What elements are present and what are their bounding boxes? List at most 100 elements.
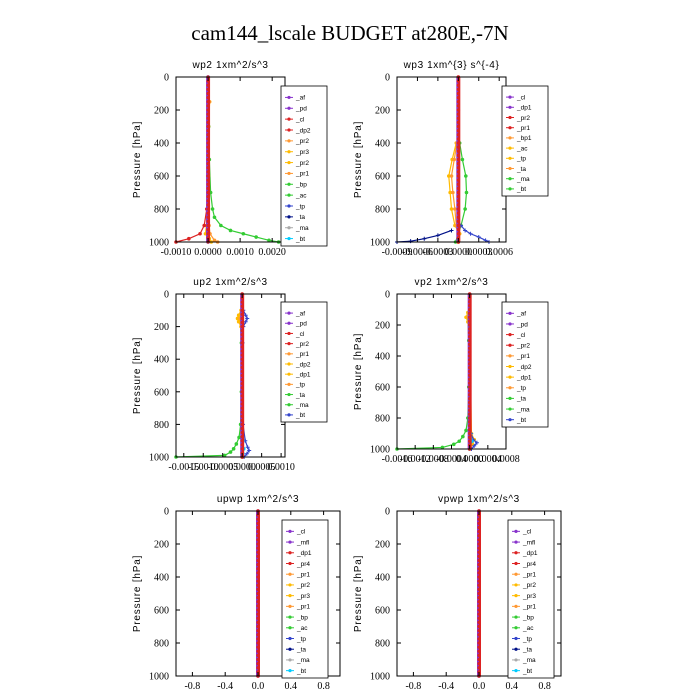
legend: _af _pd _cl _dp2 _pr2 _pr3 _pr2 _pr1 _bp _ac _tp _t…: [280, 85, 328, 247]
data-point: [451, 190, 455, 195]
data-point: [206, 166, 210, 170]
legend-marker: [514, 529, 518, 533]
data-point: [477, 517, 481, 521]
data-point: [240, 312, 244, 316]
legend-item: _pr1: [506, 125, 530, 132]
data-point: [456, 157, 460, 162]
legend-label: _ta: [522, 647, 532, 654]
y-axis-label: Pressure [hPa]: [353, 555, 364, 632]
x-tick-label: 0.0000: [456, 454, 484, 465]
legend-item: _tp: [285, 382, 305, 389]
data-point: [206, 87, 210, 91]
panel-title: up2 1xm^2/s^3: [193, 277, 267, 288]
data-point: [468, 408, 472, 412]
data-point: [240, 333, 244, 337]
data-point: [212, 238, 217, 243]
data-point: [456, 129, 460, 133]
data-point: [244, 451, 249, 456]
zero-profile-markers: [256, 509, 260, 678]
data-point: [222, 453, 227, 458]
series-pr1: [206, 99, 281, 244]
legend-item: _dp2: [285, 127, 311, 134]
legend-item: _ma: [285, 225, 309, 232]
data-point: [206, 157, 210, 162]
panel-vpwp: vpwp 1xm^2/s^3 Pressure [hPa] 0 200 400 600 80…: [353, 494, 562, 692]
data-point: [210, 207, 215, 211]
data-point: [256, 653, 260, 657]
series-cl: [174, 99, 211, 244]
data-point: [460, 157, 465, 162]
x-tick-label: -0.0016: [382, 454, 413, 465]
y-tick-label: 1000: [370, 672, 390, 683]
legend-marker: [514, 572, 518, 576]
series-line: [208, 101, 279, 243]
legend-marker: [508, 418, 512, 422]
plot-frame: [396, 293, 507, 450]
legend-item: _af: [285, 95, 305, 102]
legend-label: _bt: [522, 668, 532, 675]
legend-marker: [288, 647, 292, 651]
data-point: [477, 629, 481, 633]
y-tick-label: 0: [385, 290, 390, 301]
legend-marker: [514, 647, 518, 651]
data-point: [256, 629, 260, 633]
legend-label: _ma: [516, 406, 530, 413]
data-point: [468, 319, 472, 323]
data-point: [256, 546, 260, 550]
legend-label: _ta: [295, 214, 305, 221]
legend-item: _tp: [285, 203, 305, 210]
data-point: [256, 517, 260, 521]
legend-marker: [514, 658, 518, 662]
legend-box: [280, 85, 328, 247]
data-point: [456, 87, 460, 91]
x-tick-label: -0.0010: [188, 462, 219, 473]
data-point: [245, 445, 250, 450]
x-tick-label: 0.0000: [228, 462, 256, 473]
data-point: [456, 149, 460, 153]
y-tick-label: 200: [154, 322, 169, 333]
legend-label: _pr1: [516, 125, 530, 132]
legend-item: _ma: [512, 657, 536, 664]
legend-item: _dp1: [286, 550, 312, 557]
legend-marker: [508, 126, 512, 130]
data-point: [456, 219, 460, 223]
data-point: [477, 612, 481, 616]
legend-item: _pr4: [512, 561, 536, 568]
data-point: [468, 439, 472, 443]
legend-marker: [508, 146, 512, 150]
data-point: [256, 550, 260, 554]
data-point: [440, 445, 445, 450]
data-point: [256, 645, 260, 649]
legend-label: _pr1: [522, 604, 536, 611]
data-point: [456, 120, 460, 124]
legend-marker: [508, 166, 512, 171]
data-point: [448, 190, 452, 195]
legend-label: _tp: [516, 385, 526, 392]
y-tick-label: 1000: [149, 453, 169, 464]
data-point: [256, 579, 260, 583]
data-point: [468, 389, 472, 393]
data-point: [477, 591, 481, 596]
legend-label: _ta: [516, 166, 526, 173]
data-point: [435, 233, 440, 238]
data-point: [240, 426, 244, 431]
legend-item: _pr3: [512, 593, 536, 600]
legend-label: _ac: [516, 145, 528, 152]
data-point: [456, 186, 460, 190]
y-tick-label: 0: [164, 290, 169, 301]
data-point: [240, 300, 244, 304]
data-point: [456, 203, 460, 207]
data-point: [240, 402, 244, 406]
data-point: [240, 422, 244, 426]
data-point: [408, 239, 413, 244]
legend-marker: [508, 311, 512, 315]
legend-item: _pr2: [285, 138, 309, 145]
legend-marker: [288, 583, 292, 587]
data-point: [456, 178, 460, 182]
data-point: [267, 238, 271, 243]
data-point: [477, 521, 481, 525]
panel-up2: up2 1xm^2/s^3 Pressure [hPa] 0 200 400 600 800…: [132, 277, 328, 473]
legend-item: _ma: [506, 406, 530, 413]
legend-item: _ta: [506, 396, 526, 403]
legend-label: _pr2: [522, 582, 536, 589]
